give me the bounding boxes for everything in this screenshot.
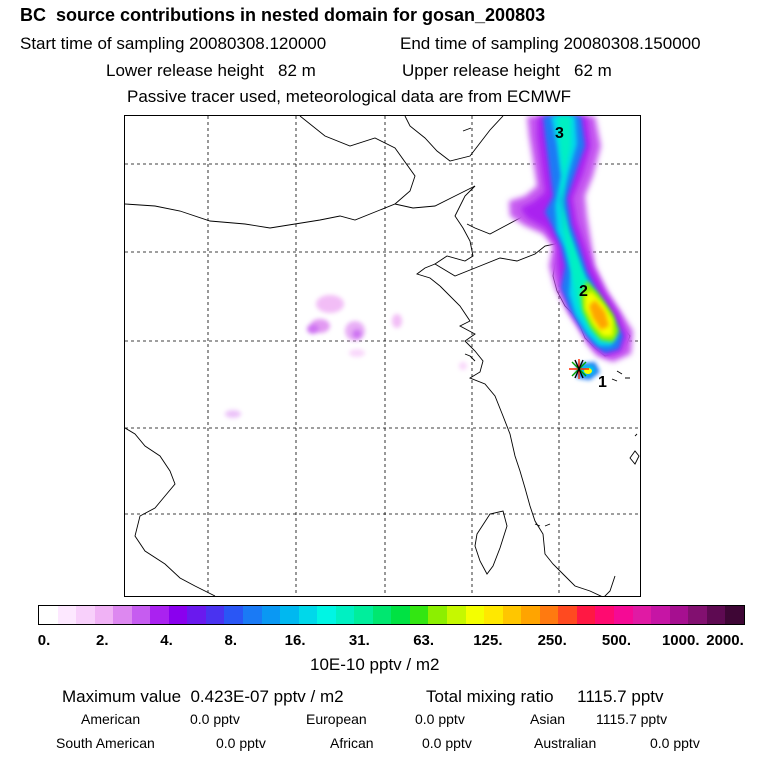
color-scale-segment (354, 606, 373, 624)
color-scale-tick-label: 63. (413, 632, 435, 649)
color-scale-segment (725, 606, 744, 624)
start-time-label: Start time of sampling 20080308.120000 (20, 34, 327, 53)
color-scale-segment (706, 606, 726, 624)
american-label: American (81, 711, 141, 727)
color-scale-segment (465, 606, 485, 624)
european-value: 0.0 pptv (415, 711, 465, 727)
color-scale-segment (168, 606, 188, 624)
total-mixing-ratio: Total mixing ratio 1115.7 pptv (426, 687, 664, 706)
color-scale-segment (595, 606, 614, 624)
color-scale-segment (317, 606, 336, 624)
color-scale-tick-label: 2000. (706, 632, 744, 649)
tracer-note: Passive tracer used, meteorological data… (127, 87, 572, 106)
color-scale-segment (280, 606, 299, 624)
african-label: African (330, 735, 374, 751)
color-scale-segment (57, 606, 77, 624)
color-scale-segment (539, 606, 559, 624)
color-scale-segment (484, 606, 503, 624)
marker-2: 2 (579, 283, 588, 300)
color-scale-segment (205, 606, 225, 624)
color-scale-segment (39, 606, 58, 624)
maximum-value: Maximum value 0.423E-07 pptv / m2 (62, 687, 344, 706)
color-scale-segment (187, 606, 206, 624)
end-time-label: End time of sampling 20080308.150000 (400, 34, 701, 53)
color-scale-segment (632, 606, 652, 624)
color-scale-tick-label: 125. (473, 632, 503, 649)
marker-3: 3 (555, 125, 564, 142)
color-scale-tick-label: 16. (284, 632, 306, 649)
color-scale-segment (131, 606, 151, 624)
map-title: BC source contributions in nested domain… (20, 5, 546, 25)
color-scale-segment (651, 606, 670, 624)
marker-1: 1 (598, 374, 607, 391)
color-scale-tick-label: 31. (348, 632, 370, 649)
map-panel: 3 2 1 (124, 115, 641, 597)
asian-label: Asian (530, 711, 566, 727)
color-scale-segment (150, 606, 169, 624)
color-scale-segment (558, 606, 577, 624)
color-scale-segment (576, 606, 596, 624)
color-scale-segment (447, 606, 466, 624)
color-scale-segment (428, 606, 448, 624)
tracer-plume (225, 116, 633, 418)
color-scale-segment (372, 606, 392, 624)
european-label: European (306, 711, 367, 727)
color-scale-tick-label: 500. (601, 632, 632, 649)
asian-value: 1115.7 pptv (596, 711, 668, 727)
color-scale-segment (76, 606, 95, 624)
lower-release-height: Lower release height 82 m (106, 61, 316, 80)
color-scale-segment (298, 606, 318, 624)
color-scale-segment (669, 606, 689, 624)
release-site-icon (569, 359, 589, 379)
color-scale-segment (409, 606, 429, 624)
color-scale-tick-label: 4. (160, 632, 173, 649)
australian-value: 0.0 pptv (650, 735, 700, 751)
color-scale-tick-label: 0. (37, 632, 51, 649)
color-scale-segment (224, 606, 244, 624)
south-american-value: 0.0 pptv (216, 735, 266, 751)
color-scale-segment (243, 606, 262, 624)
color-scale-unit: 10E-10 pptv / m2 (310, 655, 440, 674)
upper-release-height: Upper release height 62 m (402, 61, 612, 80)
color-scale-segment (335, 606, 355, 624)
color-scale-tick-label: 250. (537, 632, 567, 649)
color-scale-tick-label: 8. (224, 632, 238, 649)
color-scale-segment (688, 606, 707, 624)
african-value: 0.0 pptv (422, 735, 472, 751)
color-scale-bar (38, 605, 745, 625)
american-value: 0.0 pptv (190, 711, 240, 727)
color-scale-tick-label: 1000. (661, 632, 700, 649)
australian-label: Australian (534, 735, 597, 751)
color-scale-tick-label: 2. (96, 632, 109, 649)
color-scale-segment (391, 606, 410, 624)
color-scale-segment (113, 606, 132, 624)
color-scale-segment (502, 606, 522, 624)
south-american-label: South American (56, 735, 155, 751)
map-grid (125, 116, 640, 596)
color-scale-segment (521, 606, 540, 624)
color-scale-segment (94, 606, 114, 624)
color-scale-segment (613, 606, 633, 624)
color-scale-segment (261, 606, 281, 624)
